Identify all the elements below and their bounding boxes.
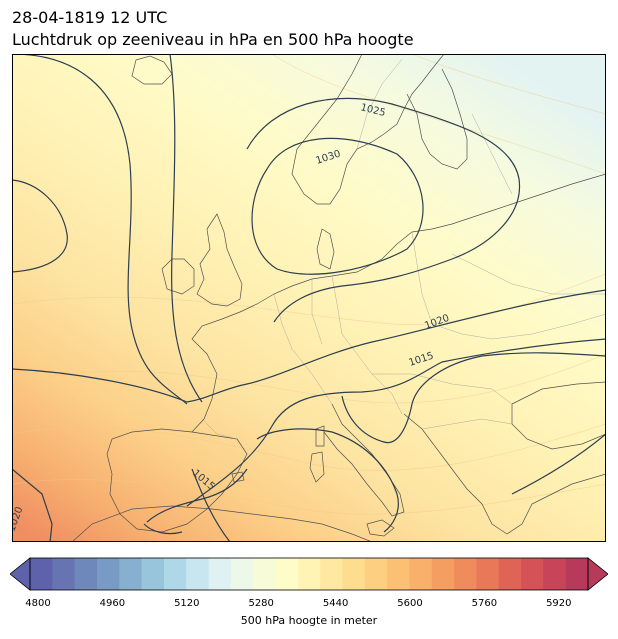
colorbar-cell bbox=[476, 558, 500, 590]
isobar-iberia-inner bbox=[143, 523, 183, 535]
scandinavia bbox=[291, 54, 445, 205]
colorbar-cell bbox=[141, 558, 165, 590]
great-britain bbox=[196, 213, 243, 307]
map-title-description: Luchtdruk op zeeniveau in hPa en 500 hPa… bbox=[12, 30, 414, 49]
north-africa bbox=[71, 505, 373, 542]
coastlines bbox=[71, 54, 606, 542]
height-field bbox=[12, 54, 606, 542]
colorbar-tick-label: 5440 bbox=[322, 598, 349, 609]
colorbar-extend-low bbox=[10, 557, 31, 591]
colorbar-cell bbox=[96, 558, 120, 590]
colorbar-tick-label: 4800 bbox=[25, 598, 51, 609]
colorbar-cell bbox=[52, 558, 76, 590]
colorbar-cell bbox=[297, 558, 321, 590]
colorbar-cell bbox=[565, 558, 589, 590]
colorbar-cell bbox=[521, 558, 544, 590]
colorbar-cell bbox=[364, 558, 388, 590]
colorbar-extend-high bbox=[587, 557, 608, 591]
height-contour-bands bbox=[12, 54, 606, 515]
colorbar-cell bbox=[208, 558, 232, 590]
balkans bbox=[403, 413, 606, 535]
colorbar-cell bbox=[320, 558, 343, 590]
colorbar-cells bbox=[30, 558, 589, 590]
denmark-jutland bbox=[316, 228, 335, 270]
black-sea bbox=[511, 381, 606, 450]
colorbar-cell bbox=[163, 558, 187, 590]
weather-map: 1025 1030 1020 1015 1015 1020 bbox=[12, 54, 606, 542]
colorbar-tick-label: 5600 bbox=[397, 598, 423, 609]
colorbar-cell bbox=[543, 558, 567, 590]
iceland bbox=[131, 55, 173, 85]
colorbar-cell bbox=[119, 558, 142, 590]
isobars bbox=[12, 54, 606, 542]
colorbar-cell bbox=[431, 558, 455, 590]
isobar-italy-loop bbox=[256, 428, 399, 533]
isobar-high-west bbox=[12, 179, 68, 273]
colorbar-tick-label: 5280 bbox=[248, 598, 274, 609]
isobar-1025 bbox=[246, 97, 521, 323]
colorbar-cell bbox=[30, 558, 53, 590]
ireland bbox=[161, 258, 195, 295]
finland bbox=[406, 68, 468, 170]
isobar-1020 bbox=[12, 289, 606, 403]
country-borders bbox=[201, 58, 606, 440]
france-atlantic bbox=[191, 311, 241, 433]
colorbar-cell bbox=[186, 558, 209, 590]
colorbar-label: 500 hPa hoogte in meter bbox=[240, 614, 378, 627]
colorbar-cell bbox=[230, 558, 254, 590]
sardinia bbox=[309, 451, 325, 483]
colorbar-cell bbox=[74, 558, 98, 590]
colorbar-frame bbox=[29, 557, 589, 591]
colorbar-tick-label: 5920 bbox=[546, 598, 572, 609]
colorbar-tick-label: 4960 bbox=[99, 598, 126, 609]
isobar-1015-main bbox=[186, 338, 606, 507]
isobar-west-loop bbox=[12, 54, 188, 405]
iberia bbox=[106, 428, 248, 533]
continent-north-coast bbox=[239, 173, 606, 313]
colorbar-cell bbox=[342, 558, 366, 590]
colorbar-cell bbox=[387, 558, 410, 590]
colorbar bbox=[10, 557, 608, 591]
isobar-iberia bbox=[146, 468, 248, 523]
colorbar-tick-label: 5120 bbox=[174, 598, 200, 609]
colorbar-tick-label: 5760 bbox=[471, 598, 498, 609]
isobar-south-east bbox=[511, 433, 606, 495]
colorbar-cell bbox=[253, 558, 276, 590]
italy bbox=[323, 403, 405, 517]
isobar-south-1015 bbox=[191, 468, 231, 542]
isobar-1015 bbox=[12, 468, 53, 542]
isobar-160 bbox=[169, 54, 203, 403]
colorbar-cell bbox=[498, 558, 522, 590]
corsica bbox=[315, 425, 325, 447]
isobar-1030 bbox=[251, 137, 424, 275]
colorbar-cell bbox=[409, 558, 433, 590]
isobar-1015-italy bbox=[341, 352, 606, 444]
sicily bbox=[366, 519, 395, 537]
colorbar-cell bbox=[275, 558, 299, 590]
balearics bbox=[231, 471, 245, 483]
map-title-datetime: 28-04-1819 12 UTC bbox=[12, 8, 168, 27]
colorbar-cell bbox=[454, 558, 477, 590]
